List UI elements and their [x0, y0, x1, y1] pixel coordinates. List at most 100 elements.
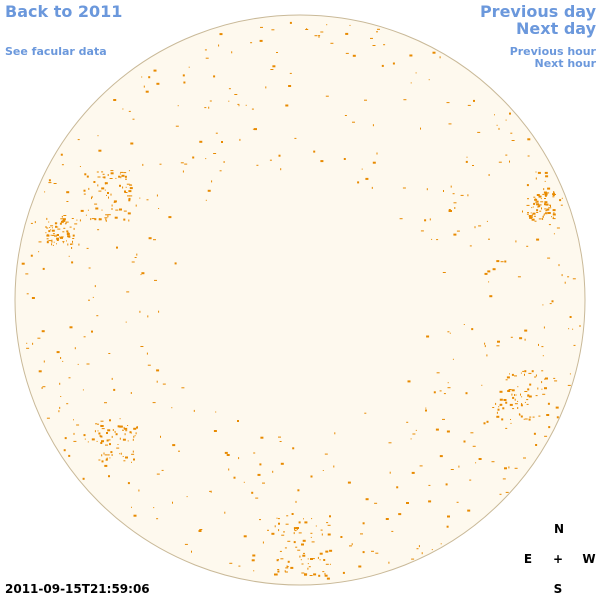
facula: [146, 199, 149, 201]
facula: [140, 346, 144, 347]
facula: [288, 85, 292, 87]
facula: [508, 389, 512, 390]
facula: [211, 180, 213, 183]
facula: [536, 209, 539, 212]
previous-hour-link[interactable]: Previous hour: [509, 45, 596, 58]
facula: [304, 521, 308, 524]
facula: [156, 194, 158, 197]
facula: [326, 24, 328, 26]
facula: [105, 458, 108, 461]
facula: [460, 194, 464, 196]
facula: [552, 213, 556, 216]
facula: [497, 408, 500, 411]
facula: [102, 176, 106, 178]
facula: [572, 328, 574, 330]
facula: [125, 456, 128, 459]
facula: [450, 469, 454, 470]
facula: [521, 396, 523, 398]
facula: [285, 523, 289, 525]
facula: [97, 135, 99, 137]
facula: [544, 208, 547, 210]
facula: [436, 372, 440, 374]
previous-day-link[interactable]: Previous day: [479, 2, 596, 21]
facula: [101, 171, 104, 173]
facula: [299, 555, 301, 558]
facula: [372, 161, 376, 164]
facula: [55, 234, 57, 237]
facula: [520, 393, 521, 396]
facula: [495, 402, 497, 405]
back-link[interactable]: Back to 2011: [5, 2, 123, 21]
facula: [71, 261, 74, 264]
facula: [213, 75, 216, 78]
facula: [252, 554, 256, 557]
facula: [294, 530, 297, 532]
facula: [101, 436, 103, 438]
next-day-link[interactable]: Next day: [516, 19, 596, 38]
facula: [128, 199, 131, 202]
compass-north: N: [553, 522, 565, 536]
facula: [106, 439, 109, 442]
facula: [296, 528, 298, 531]
facula: [547, 402, 550, 405]
facula: [497, 340, 500, 343]
facula: [420, 230, 424, 232]
facula: [284, 570, 286, 573]
facula: [318, 35, 320, 38]
facula: [180, 162, 184, 164]
facula: [79, 166, 81, 167]
facula: [529, 416, 532, 418]
facula: [509, 373, 510, 375]
facula: [86, 175, 89, 178]
next-hour-link[interactable]: Next hour: [534, 57, 597, 70]
facula: [31, 297, 35, 299]
facula: [319, 559, 321, 561]
facula: [122, 438, 126, 441]
facula: [474, 226, 476, 229]
facula: [293, 541, 296, 544]
facula: [101, 440, 104, 443]
compass-west: W: [582, 552, 596, 566]
facula: [536, 203, 540, 206]
facula: [260, 436, 264, 439]
facula: [522, 210, 523, 213]
facula: [82, 477, 85, 480]
facula: [374, 502, 378, 504]
facula: [91, 197, 92, 200]
facula: [517, 386, 519, 388]
facula: [108, 439, 111, 441]
facula: [305, 29, 309, 30]
facula: [526, 399, 529, 401]
facula: [538, 204, 542, 206]
facula: [536, 212, 539, 213]
facula: [87, 209, 89, 211]
facula: [365, 177, 369, 180]
facula: [310, 558, 313, 560]
facula: [381, 64, 384, 67]
facula: [342, 571, 345, 574]
facula: [317, 556, 319, 559]
facula: [329, 549, 333, 552]
facula: [561, 274, 563, 277]
facula: [510, 419, 511, 420]
facula: [153, 507, 155, 509]
facula: [124, 427, 128, 430]
facula: [541, 370, 544, 372]
facular-link[interactable]: See facular data: [5, 45, 107, 58]
facula: [439, 390, 442, 392]
facula: [303, 552, 305, 554]
facula: [107, 454, 110, 456]
facula: [307, 558, 309, 560]
facula: [55, 226, 59, 228]
facula: [531, 218, 535, 221]
facula: [76, 219, 78, 221]
facula: [469, 479, 472, 481]
facula: [391, 530, 394, 532]
facula: [545, 212, 548, 214]
compass-east: E: [523, 552, 533, 566]
facula: [534, 220, 537, 222]
facula: [158, 208, 160, 209]
facula: [124, 433, 126, 436]
facula: [121, 174, 125, 177]
facula: [528, 215, 532, 217]
